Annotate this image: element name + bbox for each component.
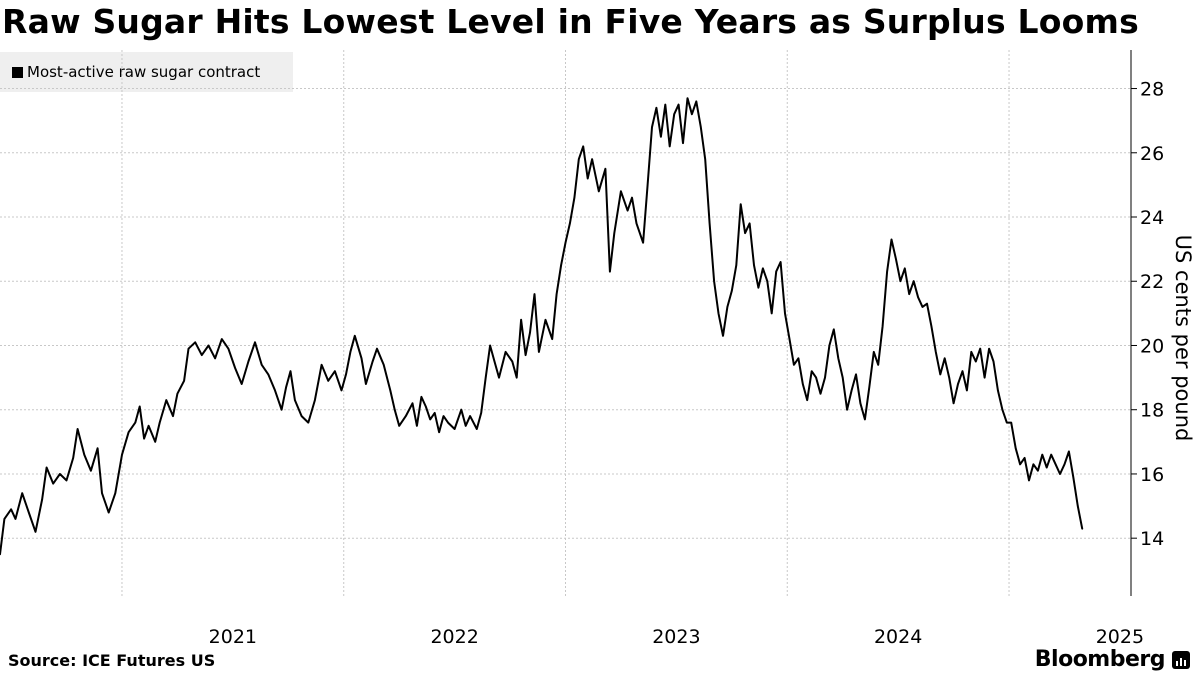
legend-swatch (12, 66, 23, 78)
brand-logo: Bloomberg (1035, 647, 1190, 672)
y-axis-title: US cents per pound (1171, 235, 1195, 442)
y-tick-label: 14 (1140, 528, 1164, 550)
legend-label: Most-active raw sugar contract (27, 63, 261, 81)
y-tick-label: 18 (1140, 400, 1164, 422)
series-line (0, 97, 1084, 556)
gridlines (0, 50, 1131, 596)
y-tick-label: 28 (1140, 79, 1164, 101)
series-layer (0, 97, 1084, 556)
y-tick-label: 22 (1140, 271, 1164, 293)
x-tick-label: 2021 (209, 626, 257, 648)
source-note: Source: ICE Futures US (8, 651, 216, 670)
bloomberg-chart-icon (1172, 650, 1190, 669)
x-tick-label: 2024 (874, 626, 922, 648)
x-tick-label: 2022 (430, 626, 478, 648)
y-tick-label: 20 (1140, 335, 1164, 357)
y-tick-label: 16 (1140, 464, 1164, 486)
y-tick-label: 24 (1140, 207, 1164, 229)
brand-name: Bloomberg (1034, 647, 1166, 672)
x-tick-label: 2023 (652, 626, 700, 648)
x-tick-label: 2025 (1096, 626, 1144, 648)
legend: Most-active raw sugar contract (0, 52, 293, 92)
chart-title: Raw Sugar Hits Lowest Level in Five Year… (2, 2, 1139, 41)
y-tick-label: 26 (1140, 143, 1164, 165)
